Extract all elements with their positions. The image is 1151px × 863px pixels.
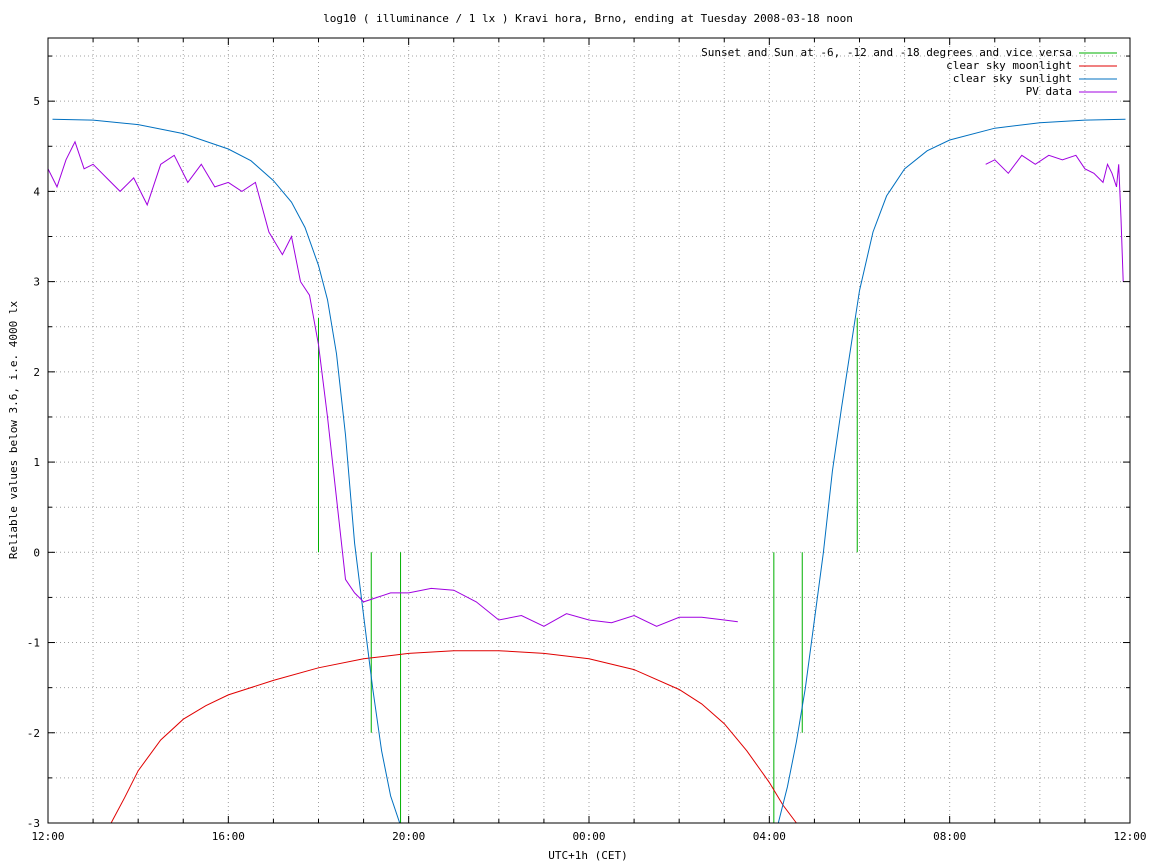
series-line xyxy=(985,154,1124,282)
y-tick-label: 0 xyxy=(33,546,40,559)
y-tick-label: 2 xyxy=(33,366,40,379)
y-tick-label: 1 xyxy=(33,456,40,469)
x-tick-label: 20:00 xyxy=(392,830,425,843)
chart-title: log10 ( illuminance / 1 lx ) Kravi hora,… xyxy=(323,12,853,25)
x-axis-label: UTC+1h (CET) xyxy=(548,849,627,862)
series-1 xyxy=(110,650,797,824)
series-0 xyxy=(318,317,858,823)
series-line xyxy=(52,118,1126,824)
series-2 xyxy=(52,118,1126,824)
y-tick-label: 5 xyxy=(33,95,40,108)
x-tick-label: 16:00 xyxy=(212,830,245,843)
series-layer xyxy=(47,118,1126,824)
legend-label: PV data xyxy=(1026,85,1072,98)
x-tick-label: 12:00 xyxy=(31,830,64,843)
y-tick-label: 4 xyxy=(33,185,40,198)
y-tick-label: -1 xyxy=(27,637,40,650)
x-tick-label: 12:00 xyxy=(1113,830,1146,843)
series-4 xyxy=(985,154,1124,282)
legend-label: clear sky sunlight xyxy=(953,72,1072,85)
x-tick-label: 00:00 xyxy=(572,830,605,843)
legend-label: Sunset and Sun at -6, -12 and -18 degree… xyxy=(701,46,1072,59)
x-tick-label: 08:00 xyxy=(933,830,966,843)
legend: Sunset and Sun at -6, -12 and -18 degree… xyxy=(701,46,1117,98)
grid xyxy=(48,38,1130,823)
series-line xyxy=(47,140,738,627)
x-tick-label: 04:00 xyxy=(753,830,786,843)
y-tick-label: 3 xyxy=(33,276,40,289)
series-3 xyxy=(47,140,738,627)
axis-ticks: 12:00 16:00 20:00 00:00 04:00 08:00 12:00-3-2-… xyxy=(27,38,1147,843)
y-tick-label: -3 xyxy=(27,817,40,830)
y-tick-label: -2 xyxy=(27,727,40,740)
series-line xyxy=(110,650,797,824)
y-axis-label: Reliable values below 3.6, i.e. 4000 lx xyxy=(7,300,20,559)
legend-label: clear sky moonlight xyxy=(946,59,1072,72)
